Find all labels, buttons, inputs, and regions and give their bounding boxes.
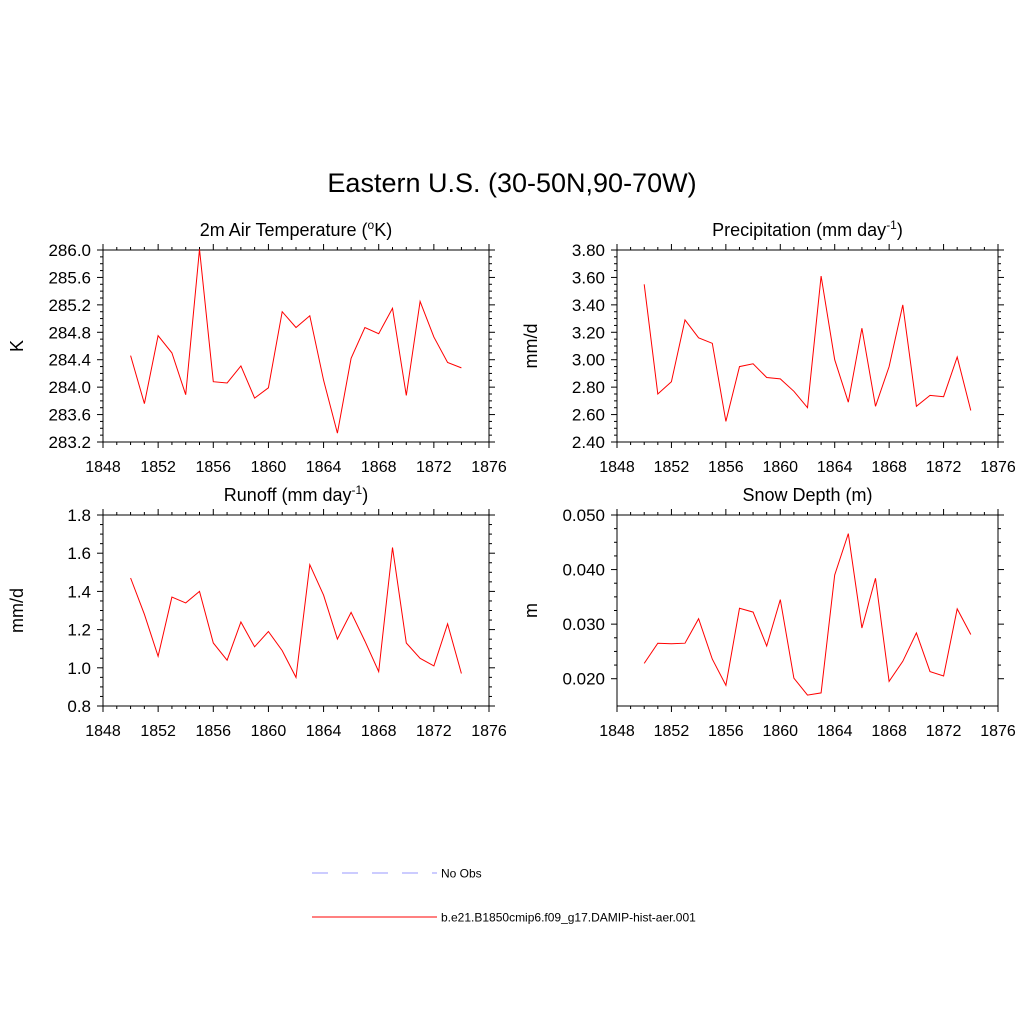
panel-title: Precipitation (mm day-1) — [712, 218, 903, 240]
x-tick-label: 1864 — [306, 459, 342, 476]
chart-panel-3: 1848 1852 1856 1860 1864 1868 1872 1876 0.8 1.0 1.… — [7, 483, 507, 740]
chart-panels: 1848 1852 1856 1860 1864 1868 1872 1876 283.2 283… — [7, 218, 1016, 740]
panel-title-part: ) — [362, 485, 368, 505]
y-tick-label: 284.0 — [48, 378, 91, 397]
x-tick-label: 1860 — [762, 459, 798, 476]
x-tick-label: 1876 — [980, 459, 1016, 476]
x-tick-label: 1856 — [195, 723, 231, 740]
x-tick-label: 1876 — [471, 723, 507, 740]
legend: No Obs b.e21.B1850cmip6.f09_g17.DAMIP-hi… — [312, 867, 696, 925]
x-tick-label: 1864 — [817, 723, 853, 740]
figure-title: Eastern U.S. (30-50N,90-70W) — [327, 168, 697, 198]
x-tick-label: 1848 — [599, 459, 635, 476]
y-tick-label: 3.80 — [572, 241, 605, 260]
chart-panel-2: 1848 1852 1856 1860 1864 1868 1872 1876 2.40 2.60… — [521, 218, 1016, 476]
y-axis-label: m — [521, 603, 541, 618]
y-tick-label: 2.60 — [572, 406, 605, 425]
y-tick-label: 286.0 — [48, 241, 91, 260]
y-tick-label: 1.6 — [67, 544, 91, 563]
panel-title-part: K) — [374, 220, 392, 240]
x-tick-label: 1872 — [926, 723, 962, 740]
panel-title-part: 2m Air Temperature ( — [200, 220, 368, 240]
x-tick-label: 1860 — [251, 459, 287, 476]
y-tick-label: 283.6 — [48, 406, 91, 425]
panel-title: 2m Air Temperature (oK) — [200, 218, 392, 240]
panel-title-part: Snow Depth (m) — [742, 485, 872, 505]
x-tick-label: 1860 — [251, 723, 287, 740]
y-axis-label: mm/d — [521, 324, 541, 369]
x-tick-label: 1848 — [599, 723, 635, 740]
y-axis-label: mm/d — [7, 588, 27, 633]
x-tick-label: 1864 — [306, 723, 342, 740]
y-tick-label: 3.40 — [572, 296, 605, 315]
y-tick-label: 1.8 — [67, 506, 91, 525]
series-line — [130, 547, 462, 680]
plot-frame — [102, 249, 490, 443]
panel-title: Runoff (mm day-1) — [224, 483, 368, 505]
y-tick-label: 283.2 — [48, 433, 91, 452]
x-tick-label: 1852 — [140, 723, 176, 740]
plot-frame — [616, 514, 999, 707]
series-line — [643, 533, 972, 696]
panel-title-part: ) — [897, 220, 903, 240]
y-tick-label: 285.6 — [48, 268, 91, 287]
panel-title-superscript: -1 — [352, 483, 363, 497]
y-tick-label: 285.2 — [48, 296, 91, 315]
y-tick-label: 0.020 — [562, 670, 605, 689]
x-tick-label: 1876 — [980, 723, 1016, 740]
x-tick-label: 1872 — [926, 459, 962, 476]
y-tick-label: 0.8 — [67, 697, 91, 716]
x-tick-label: 1872 — [416, 723, 452, 740]
y-tick-label: 0.050 — [562, 506, 605, 525]
y-tick-label: 3.00 — [572, 351, 605, 370]
y-tick-label: 0.030 — [562, 615, 605, 634]
y-tick-label: 1.2 — [67, 621, 91, 640]
y-tick-label: 0.040 — [562, 561, 605, 580]
panel-title-superscript: -1 — [886, 218, 897, 232]
chart-panel-4: 1848 1852 1856 1860 1864 1868 1872 1876 0.020 0.0… — [521, 485, 1016, 740]
x-tick-label: 1856 — [195, 459, 231, 476]
series-line — [643, 276, 972, 422]
x-tick-label: 1852 — [654, 723, 690, 740]
panel-title-part: Runoff (mm day — [224, 485, 352, 505]
x-tick-label: 1848 — [85, 459, 121, 476]
x-tick-label: 1868 — [361, 459, 397, 476]
plot-frame — [616, 249, 999, 443]
y-axis-label: K — [7, 340, 27, 352]
x-tick-label: 1868 — [361, 723, 397, 740]
x-tick-label: 1872 — [416, 459, 452, 476]
x-tick-label: 1868 — [871, 459, 907, 476]
x-tick-label: 1852 — [654, 459, 690, 476]
panel-title-part: Precipitation (mm day — [712, 220, 886, 240]
legend-label-no-obs: No Obs — [441, 867, 482, 881]
x-tick-label: 1852 — [140, 459, 176, 476]
chart-panel-1: 1848 1852 1856 1860 1864 1868 1872 1876 283.2 283… — [7, 218, 507, 476]
panel-title: Snow Depth (m) — [742, 485, 872, 505]
y-tick-label: 284.8 — [48, 323, 91, 342]
y-tick-label: 2.80 — [572, 378, 605, 397]
x-tick-label: 1876 — [471, 459, 507, 476]
legend-label-model: b.e21.B1850cmip6.f09_g17.DAMIP-hist-aer.… — [441, 911, 696, 925]
y-tick-label: 1.0 — [67, 659, 91, 678]
y-tick-label: 1.4 — [67, 582, 91, 601]
y-tick-label: 3.60 — [572, 268, 605, 287]
y-tick-label: 284.4 — [48, 351, 91, 370]
x-tick-label: 1856 — [708, 723, 744, 740]
x-tick-label: 1856 — [708, 459, 744, 476]
y-tick-label: 2.40 — [572, 433, 605, 452]
x-tick-label: 1868 — [871, 723, 907, 740]
x-tick-label: 1848 — [85, 723, 121, 740]
series-line — [130, 249, 462, 434]
panel-title-superscript: o — [368, 218, 375, 232]
x-tick-label: 1860 — [762, 723, 798, 740]
y-tick-label: 3.20 — [572, 323, 605, 342]
x-tick-label: 1864 — [817, 459, 853, 476]
